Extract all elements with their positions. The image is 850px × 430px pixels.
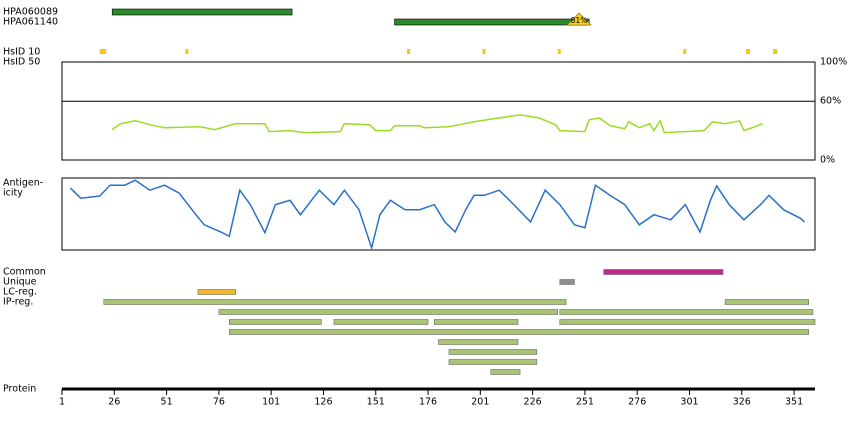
x-tick-label: 151 bbox=[367, 397, 385, 408]
hsid-hit bbox=[557, 49, 561, 54]
hsid-hit bbox=[407, 49, 411, 54]
hsid-hit bbox=[99, 49, 106, 54]
x-tick-label: 126 bbox=[314, 397, 332, 408]
y-tick-label: 0% bbox=[820, 155, 835, 166]
feature-bar bbox=[559, 319, 816, 325]
feature-bar bbox=[229, 329, 809, 335]
antigenicity-line bbox=[69, 179, 805, 251]
x-tick-label: 176 bbox=[419, 397, 437, 408]
x-tick-label: 101 bbox=[262, 397, 280, 408]
hsid-hit bbox=[482, 49, 486, 54]
hsid-hit bbox=[745, 49, 751, 54]
x-tick-label: 76 bbox=[213, 397, 225, 408]
x-tick-label: 276 bbox=[628, 397, 646, 408]
feature-bar bbox=[559, 309, 814, 315]
x-tick-label: 51 bbox=[161, 397, 173, 408]
x-tick-label: 26 bbox=[108, 397, 120, 408]
feature-bar bbox=[438, 339, 519, 345]
similarity-frame bbox=[61, 61, 816, 161]
antibody-bar bbox=[111, 8, 293, 16]
hsid-label: HsID 50 bbox=[3, 57, 40, 68]
feature-label: Common bbox=[3, 267, 46, 278]
x-tick-label: 226 bbox=[524, 397, 542, 408]
identity-marker bbox=[566, 12, 592, 26]
x-tick-label: 251 bbox=[576, 397, 594, 408]
feature-bar bbox=[603, 269, 724, 275]
antigenicity-label: Antigen- bbox=[3, 178, 43, 189]
feature-bar bbox=[229, 319, 322, 325]
feature-label: Unique bbox=[3, 277, 37, 288]
antibody-name: HPA061140 bbox=[3, 17, 58, 28]
hsid-hit bbox=[683, 49, 687, 54]
x-tick-label: 301 bbox=[680, 397, 698, 408]
hsid-hit bbox=[773, 49, 778, 54]
y-tick-label: 100% bbox=[820, 57, 847, 68]
antigenicity-frame bbox=[61, 177, 816, 251]
feature-label: IP-reg. bbox=[3, 297, 33, 308]
antibody-name: HPA060089 bbox=[3, 7, 58, 18]
feature-bar bbox=[559, 279, 575, 285]
feature-label: LC-reg. bbox=[3, 287, 37, 298]
x-tick-label: 201 bbox=[471, 397, 489, 408]
feature-bar bbox=[448, 359, 538, 365]
identity-label: 81% bbox=[571, 16, 588, 25]
hsid-hit bbox=[185, 49, 189, 54]
feature-bar bbox=[724, 299, 809, 305]
feature-bar bbox=[490, 369, 521, 375]
feature-bar bbox=[218, 309, 558, 315]
feature-bar bbox=[197, 289, 236, 295]
feature-bar bbox=[434, 319, 519, 325]
antibody-bar bbox=[394, 18, 590, 26]
feature-bar bbox=[448, 349, 538, 355]
feature-bar bbox=[333, 319, 429, 325]
x-tick-label: 326 bbox=[733, 397, 751, 408]
similarity-line bbox=[111, 114, 763, 134]
hsid-label: HsID 10 bbox=[3, 47, 40, 58]
x-tick-label: 1 bbox=[59, 397, 65, 408]
axis-label: Protein bbox=[3, 384, 36, 395]
antigenicity-label: icity bbox=[3, 188, 23, 199]
x-tick-label: 351 bbox=[785, 397, 803, 408]
y-tick-label: 60% bbox=[820, 96, 841, 107]
feature-bar bbox=[103, 299, 567, 305]
